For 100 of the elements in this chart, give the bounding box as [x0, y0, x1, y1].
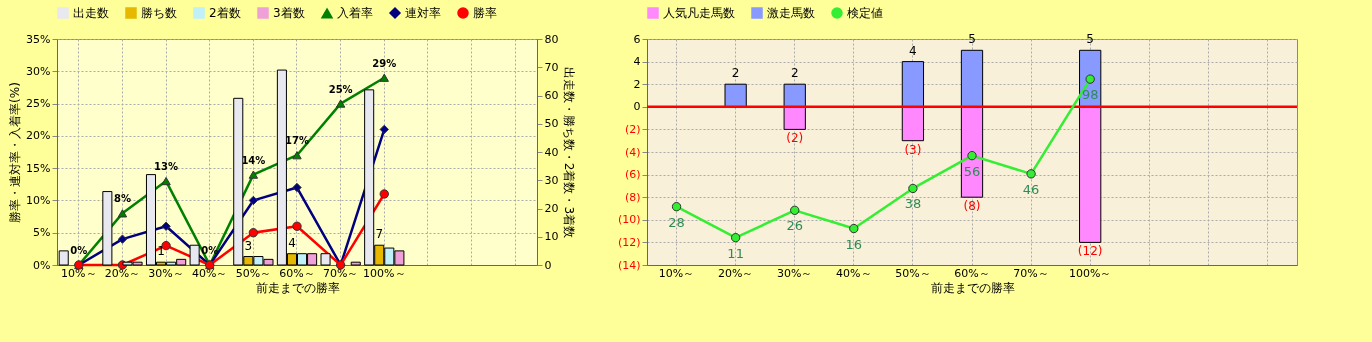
- data-label: 29%: [372, 57, 397, 69]
- data-label: 46: [1022, 181, 1040, 197]
- y-tick-label: (2): [624, 122, 641, 136]
- data-label: 5: [968, 32, 976, 47]
- y-tick-label: 0: [633, 100, 641, 114]
- y-tick-label: 6: [633, 32, 641, 46]
- data-label: 13%: [154, 161, 179, 173]
- data-label: (12): [1077, 244, 1103, 259]
- y-tick-label: 2: [633, 77, 641, 91]
- point: [248, 228, 259, 238]
- y2-tick-label: 20: [544, 202, 559, 215]
- data-label: 11: [727, 245, 744, 261]
- x-tick-label: 60%～: [279, 266, 315, 280]
- legend-label: 勝率: [473, 6, 497, 20]
- bar: [960, 49, 984, 108]
- point: [671, 202, 682, 212]
- point: [335, 99, 346, 108]
- y-tick-label: 15%: [26, 161, 51, 175]
- x-tick-label: 30%～: [148, 266, 184, 280]
- legend-label: 人気凡走馬数: [663, 6, 735, 20]
- x-tick-label: 50%～: [235, 266, 272, 280]
- y-axis-title: 勝率・連対率・入着率(%): [8, 82, 23, 223]
- y-tick-label: (4): [624, 145, 641, 159]
- y-tick-label: 10%: [26, 193, 51, 207]
- x-tick-label: 70%～: [1013, 266, 1049, 280]
- x-tick-label: 50%～: [895, 266, 931, 280]
- legend-label: 検定値: [847, 6, 883, 20]
- data-label: 0%: [70, 245, 88, 256]
- x-axis-title: 前走までの勝率: [930, 280, 1015, 295]
- data-label: 26: [786, 218, 803, 234]
- y-tick-label: 4: [633, 55, 641, 69]
- y2-tick-label: 70: [544, 60, 559, 74]
- data-label: (3): [904, 142, 922, 157]
- y2-tick-label: 30: [544, 173, 559, 187]
- bar: [901, 106, 925, 142]
- bar: [350, 261, 361, 266]
- y-tick-label: (8): [624, 190, 641, 204]
- y-tick-label: 35%: [26, 32, 51, 46]
- y-tick-label: 30%: [26, 64, 51, 78]
- data-label: 25%: [328, 83, 353, 95]
- point: [967, 150, 977, 161]
- y-tick-label: (10): [617, 213, 641, 227]
- y-tick-label: 5%: [33, 226, 51, 240]
- x-axis-title: 前走までの勝率: [255, 280, 340, 295]
- x-tick-label: 20%～: [717, 266, 754, 280]
- bar: [58, 250, 69, 266]
- point: [292, 182, 302, 193]
- point: [379, 124, 389, 135]
- point: [117, 234, 128, 244]
- bar: [901, 61, 925, 108]
- x-tick-label: 70%～: [322, 266, 359, 280]
- legend-label: 2着数: [209, 6, 241, 20]
- y2-tick-label: 10: [544, 230, 559, 244]
- legend-label: 3着数: [273, 6, 305, 20]
- point: [1085, 74, 1095, 84]
- y-tick-label: (12): [617, 235, 641, 249]
- y2-tick-label: 40: [544, 145, 559, 159]
- point: [161, 176, 171, 186]
- x-tick-label: 40%～: [192, 266, 228, 280]
- data-label: 2: [731, 66, 740, 81]
- bar: [783, 106, 806, 130]
- bar: [189, 244, 200, 266]
- data-label: 16: [845, 236, 863, 252]
- y2-tick-label: 80: [544, 32, 559, 46]
- x-tick-label: 60%～: [954, 266, 990, 280]
- legend-label: 出走数: [73, 6, 109, 20]
- legend-label: 激走馬数: [767, 6, 815, 20]
- data-label: 4: [288, 235, 296, 250]
- y2-tick-label: 60: [544, 89, 559, 102]
- y2-tick-label: 50: [544, 117, 559, 131]
- legend-label: 勝ち数: [141, 6, 177, 20]
- point: [730, 232, 741, 243]
- bar: [102, 191, 113, 266]
- point: [292, 151, 302, 160]
- x-tick-label: 100%～: [1068, 266, 1112, 280]
- x-tick-label: 20%～: [104, 266, 141, 280]
- point: [161, 221, 171, 231]
- data-label: 8%: [113, 193, 131, 205]
- y2-tick-label: 0: [544, 258, 552, 272]
- data-label: (8): [963, 199, 981, 214]
- data-label: (2): [786, 131, 804, 146]
- data-label: 2: [790, 66, 799, 81]
- y-tick-label: (14): [617, 258, 641, 272]
- bar: [960, 106, 984, 198]
- y-tick-label: 0%: [33, 258, 51, 272]
- point: [248, 195, 259, 206]
- point: [1026, 169, 1036, 179]
- point: [849, 223, 859, 234]
- point: [379, 189, 389, 199]
- data-label: 4: [909, 43, 917, 58]
- point: [908, 183, 918, 194]
- data-label: 3: [244, 238, 253, 253]
- x-tick-label: 10%～: [658, 266, 695, 280]
- y-tick-label: (6): [624, 168, 641, 182]
- x-tick-label: 40%～: [836, 266, 872, 280]
- x-tick-label: 30%～: [777, 266, 813, 280]
- data-label: 28: [668, 214, 685, 230]
- bar: [1079, 106, 1102, 243]
- x-tick-label: 100%～: [363, 266, 406, 280]
- bar: [320, 253, 331, 266]
